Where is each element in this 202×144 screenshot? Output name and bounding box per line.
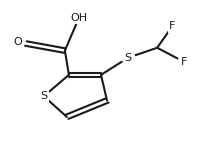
Text: S: S — [124, 53, 132, 63]
Text: F: F — [181, 57, 187, 67]
Text: S: S — [40, 91, 47, 101]
Text: O: O — [13, 37, 22, 47]
Text: OH: OH — [70, 13, 87, 23]
Text: F: F — [169, 21, 175, 31]
